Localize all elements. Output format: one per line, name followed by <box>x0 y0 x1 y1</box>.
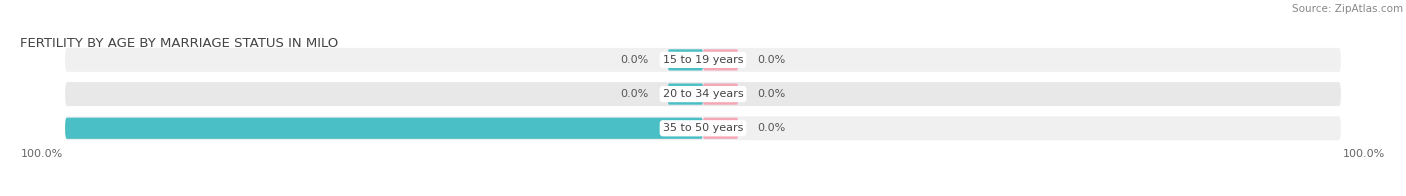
Text: 100.0%: 100.0% <box>21 150 63 160</box>
Text: 0.0%: 0.0% <box>758 123 786 133</box>
Text: 0.0%: 0.0% <box>620 89 648 99</box>
Text: 0.0%: 0.0% <box>758 89 786 99</box>
Text: 0.0%: 0.0% <box>620 55 648 65</box>
FancyBboxPatch shape <box>703 83 738 105</box>
Text: 20 to 34 years: 20 to 34 years <box>662 89 744 99</box>
Text: 100.0%: 100.0% <box>7 123 49 133</box>
FancyBboxPatch shape <box>703 49 738 71</box>
Text: 100.0%: 100.0% <box>1343 150 1385 160</box>
Text: 35 to 50 years: 35 to 50 years <box>662 123 744 133</box>
FancyBboxPatch shape <box>668 83 703 105</box>
FancyBboxPatch shape <box>668 49 703 71</box>
Text: Source: ZipAtlas.com: Source: ZipAtlas.com <box>1292 4 1403 14</box>
Text: FERTILITY BY AGE BY MARRIAGE STATUS IN MILO: FERTILITY BY AGE BY MARRIAGE STATUS IN M… <box>21 37 339 50</box>
FancyBboxPatch shape <box>65 116 1341 140</box>
Text: 15 to 19 years: 15 to 19 years <box>662 55 744 65</box>
FancyBboxPatch shape <box>65 48 1341 72</box>
FancyBboxPatch shape <box>65 82 1341 106</box>
FancyBboxPatch shape <box>703 118 738 139</box>
FancyBboxPatch shape <box>65 118 703 139</box>
Text: 0.0%: 0.0% <box>758 55 786 65</box>
